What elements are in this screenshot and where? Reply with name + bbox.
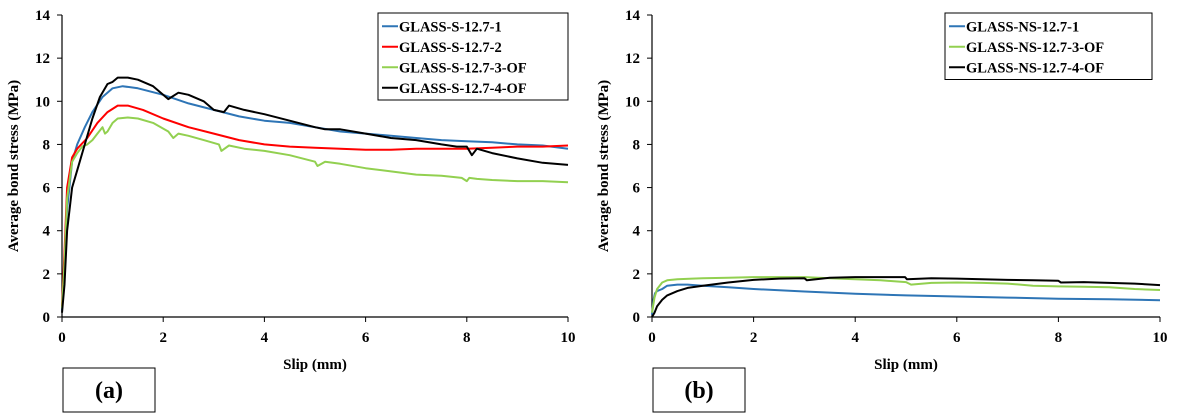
series-line-1 xyxy=(61,85,569,311)
x-tick-label: 6 xyxy=(362,330,370,346)
legend-entry: GLASS-S-12.7-2 xyxy=(399,40,502,56)
x-tick-label: 10 xyxy=(1153,330,1168,346)
x-tick-label: 4 xyxy=(851,330,859,346)
y-tick-label: 8 xyxy=(43,137,51,153)
x-tick-label: 10 xyxy=(561,330,576,346)
y-axis-title: Average bond stress (MPa) xyxy=(596,80,612,252)
series-line-2 xyxy=(651,276,1161,313)
series-line-4 xyxy=(61,76,569,313)
legend-box xyxy=(377,12,569,101)
legend-entry: GLASS-NS-12.7-4-OF xyxy=(966,60,1104,76)
y-tick-label: 4 xyxy=(633,224,641,240)
legend-entry: GLASS-NS-12.7-1 xyxy=(966,19,1079,35)
x-tick-label: 6 xyxy=(953,330,961,346)
y-tick-label: 12 xyxy=(625,51,640,67)
y-tick-label: 12 xyxy=(35,51,50,67)
x-tick-label: 0 xyxy=(648,330,656,346)
legend-entry: GLASS-S-12.7-1 xyxy=(399,19,502,35)
y-tick-label: 10 xyxy=(35,94,50,110)
chart-panel-2: 0 2 4 6 8 10 12 14 0 2 4 6 8 10 Average bond stress (M… xyxy=(596,8,1168,413)
y-tick-label: 6 xyxy=(633,181,641,197)
x-tick-label: 2 xyxy=(159,330,167,346)
legend-entry: GLASS-S-12.7-4-OF xyxy=(399,81,527,97)
legend: GLASS-S-12.7-1 GLASS-S-12.7-2 GLASS-S-12.7… xyxy=(377,12,569,101)
y-tick-label: 2 xyxy=(633,267,641,283)
x-tick-label: 2 xyxy=(750,330,758,346)
y-tick-label: 8 xyxy=(633,137,641,153)
series-line-1 xyxy=(651,283,1161,315)
y-tick-label: 0 xyxy=(633,310,641,326)
series-line-3 xyxy=(651,276,1161,318)
x-tick-label: 4 xyxy=(261,330,269,346)
panel-label-box xyxy=(62,367,156,413)
series-line-2 xyxy=(61,104,569,307)
y-tick-label: 14 xyxy=(625,8,641,24)
x-tick-label: 8 xyxy=(1055,330,1063,346)
panel-label: (b) xyxy=(684,378,713,404)
legend-entry: GLASS-NS-12.7-3-OF xyxy=(966,40,1104,56)
y-tick-label: 0 xyxy=(43,310,51,326)
y-tick-label: 4 xyxy=(43,224,51,240)
y-tick-label: 6 xyxy=(43,181,51,197)
series-line-3 xyxy=(61,116,569,309)
x-axis-title: Slip (mm) xyxy=(874,357,938,373)
x-axis-title: Slip (mm) xyxy=(283,357,347,373)
x-tick-label: 0 xyxy=(58,330,66,346)
chart-panel-1: 0 2 4 6 8 10 12 14 0 2 4 6 8 10 Average bond stress (M… xyxy=(6,8,576,413)
legend-box xyxy=(944,12,1153,80)
panel-label: (a) xyxy=(95,378,123,404)
y-axis-title: Average bond stress (MPa) xyxy=(6,80,22,252)
y-tick-label: 10 xyxy=(625,94,640,110)
y-tick-label: 2 xyxy=(43,267,51,283)
legend-entry: GLASS-S-12.7-3-OF xyxy=(399,60,527,76)
panel-label-box xyxy=(652,367,746,413)
y-tick-label: 14 xyxy=(35,8,51,24)
x-tick-label: 8 xyxy=(463,330,471,346)
legend: GLASS-NS-12.7-1 GLASS-NS-12.7-3-OF GLASS-N… xyxy=(944,12,1153,80)
